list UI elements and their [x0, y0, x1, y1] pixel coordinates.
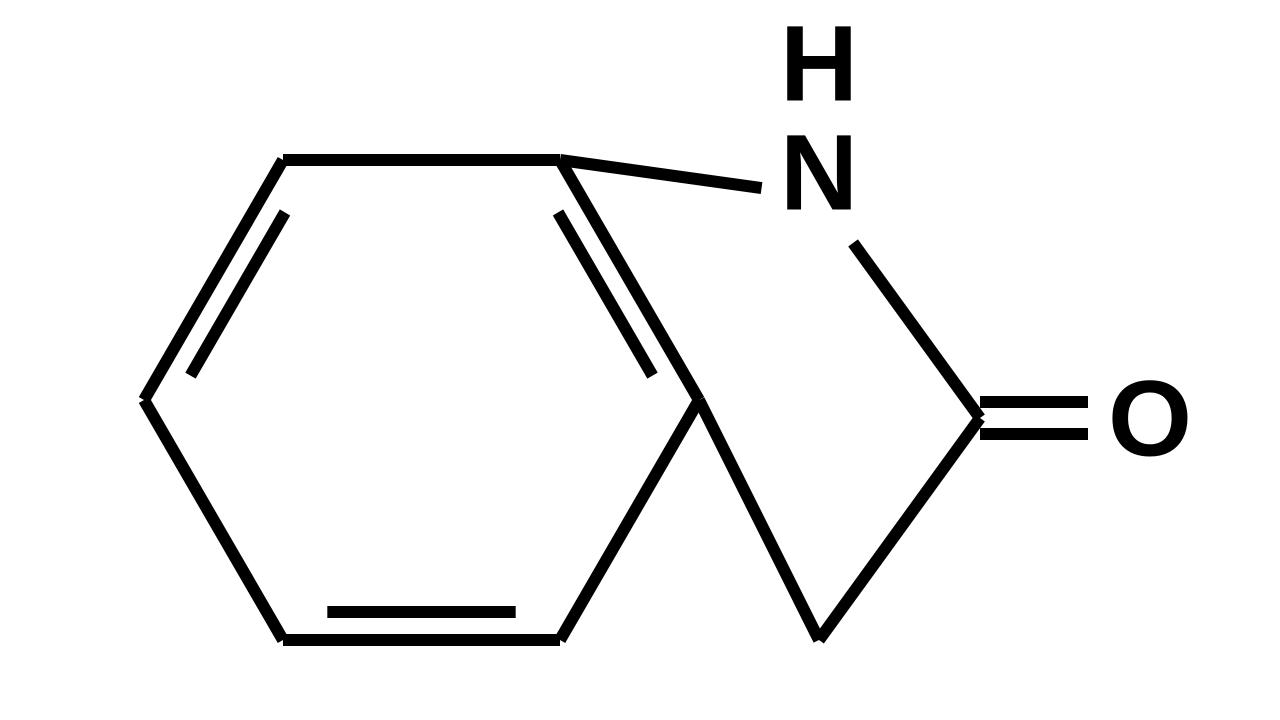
molecule-diagram: N O H — [0, 0, 1280, 720]
atom-label-n: N — [780, 112, 858, 233]
bonds-layer — [144, 160, 1088, 640]
atom-label-o: O — [1108, 358, 1192, 479]
atom-label-h: H — [780, 3, 858, 124]
